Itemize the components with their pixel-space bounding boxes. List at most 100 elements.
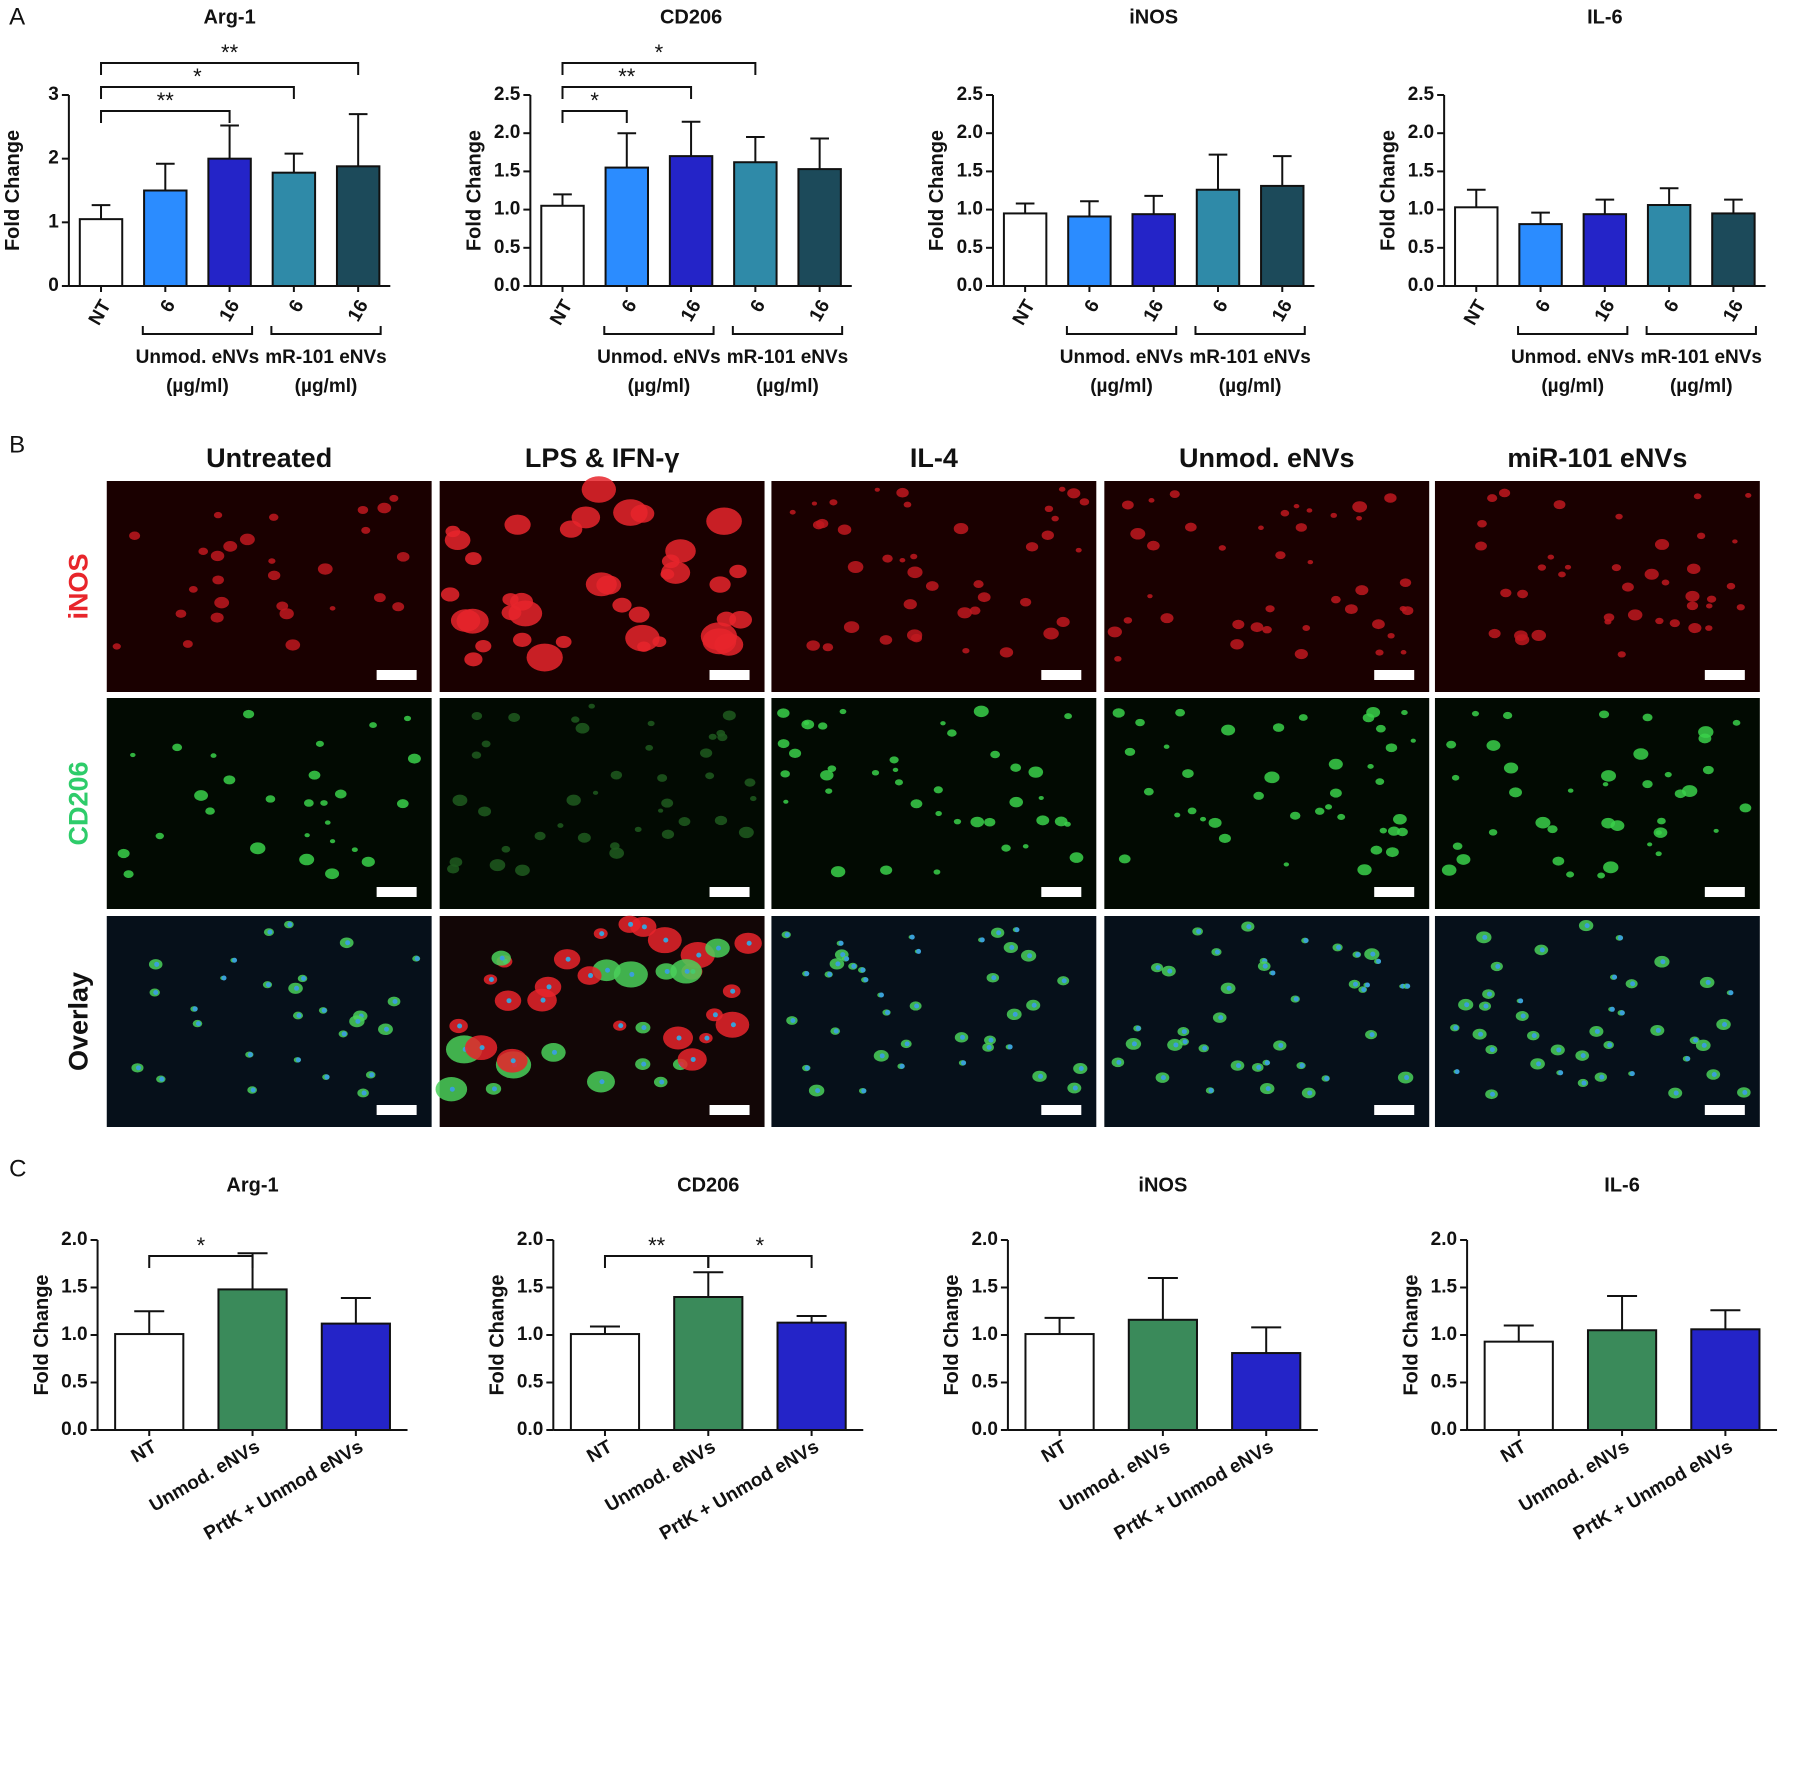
bar <box>1195 188 1241 287</box>
x-tick-label: NT <box>1009 296 1040 329</box>
nucleus <box>341 1031 347 1037</box>
chart-title: IL-6 <box>1604 1174 1640 1196</box>
nucleus <box>641 1061 647 1067</box>
micrograph-background <box>771 916 1097 1127</box>
cell <box>843 621 860 634</box>
cell <box>803 720 810 726</box>
cell <box>534 831 546 841</box>
nucleus <box>840 952 846 958</box>
group-bracket <box>1065 326 1178 335</box>
group-label: mR-101 eNVs <box>1641 347 1762 368</box>
cell <box>977 592 991 603</box>
cell <box>557 823 564 828</box>
cell <box>1693 493 1702 500</box>
bar <box>1690 1328 1761 1432</box>
y-tick-label: 1.5 <box>61 1277 88 1298</box>
cell <box>329 839 336 844</box>
significance-bracket <box>100 110 231 123</box>
nucleus <box>369 1072 375 1078</box>
y-tick-label: 1.0 <box>971 1324 997 1345</box>
group-unit: (µg/ml) <box>1541 376 1604 397</box>
micrograph <box>1434 698 1760 909</box>
nucleus <box>1324 1075 1330 1081</box>
nucleus <box>1303 938 1309 944</box>
x-tick-label: 6 <box>285 297 308 317</box>
cell <box>1615 513 1623 520</box>
cell <box>407 753 421 764</box>
cell <box>1041 530 1054 541</box>
y-tick-label: 3 <box>48 84 59 105</box>
row-label: Overlay <box>63 972 93 1071</box>
nucleus <box>267 929 273 935</box>
nucleus <box>1264 1060 1270 1066</box>
y-tick-label: 1.0 <box>1408 199 1434 220</box>
cell <box>315 740 324 747</box>
nucleus <box>287 922 293 928</box>
cell <box>210 753 217 758</box>
cell <box>1175 708 1186 717</box>
nucleus <box>618 1023 624 1029</box>
nucleus <box>506 998 512 1004</box>
cell <box>1664 771 1672 778</box>
cell <box>1294 648 1308 660</box>
row-label: CD206 <box>63 761 93 845</box>
cell <box>1653 827 1668 838</box>
cell <box>1387 632 1395 639</box>
significance-label: * <box>590 88 599 113</box>
nucleus <box>663 937 669 943</box>
cell <box>396 799 409 809</box>
y-tick-label: 1.5 <box>1431 1277 1458 1298</box>
micrograph <box>106 916 432 1127</box>
scale-bar <box>709 887 750 897</box>
nucleus <box>1655 1027 1661 1033</box>
y-tick-label: 0.0 <box>61 1419 87 1440</box>
micrograph-background <box>1104 698 1430 909</box>
column-header: IL-4 <box>910 443 958 473</box>
nucleus <box>790 1017 796 1023</box>
cell <box>1043 627 1059 640</box>
y-tick-label: 0.5 <box>957 237 984 258</box>
scale-bar <box>709 670 750 680</box>
cell <box>1355 585 1369 596</box>
micrograph <box>106 698 432 909</box>
group-bracket <box>603 326 715 335</box>
cell <box>1537 564 1547 571</box>
y-tick-label: 2.0 <box>61 1229 87 1250</box>
cell <box>806 640 820 651</box>
nucleus <box>1609 1006 1615 1012</box>
cell <box>889 756 899 764</box>
cell <box>1552 856 1565 866</box>
nucleus <box>153 989 159 995</box>
nucleus <box>1518 998 1524 1004</box>
scale-bar <box>1041 1105 1082 1115</box>
nucleus <box>1722 1021 1728 1027</box>
nucleus <box>1490 1091 1496 1097</box>
cell <box>894 779 903 786</box>
cell <box>729 611 753 629</box>
nucleus <box>1558 1070 1564 1076</box>
nucleus <box>1742 1089 1748 1095</box>
cell <box>661 829 675 840</box>
cell <box>839 708 847 715</box>
scale-bar <box>376 1105 417 1115</box>
nucleus <box>1483 1003 1489 1009</box>
cell <box>1441 864 1457 876</box>
cell <box>1147 594 1153 599</box>
significance-bracket <box>100 86 295 99</box>
x-tick-label: 6 <box>1081 297 1104 317</box>
cell <box>1702 765 1714 775</box>
bar <box>1002 212 1048 287</box>
cell <box>1732 719 1741 726</box>
cell <box>1399 578 1412 588</box>
nucleus <box>540 997 546 1003</box>
y-tick-label: 1.0 <box>494 199 520 220</box>
chart-title: iNOS <box>1138 1174 1187 1196</box>
y-tick-label: 1.5 <box>971 1277 998 1298</box>
cell <box>571 506 601 529</box>
nucleus <box>1685 1056 1691 1062</box>
nucleus <box>1208 1087 1214 1093</box>
scale-bar <box>1041 670 1082 680</box>
nucleus <box>296 1013 302 1019</box>
y-tick-label: 1.0 <box>517 1324 543 1345</box>
cell <box>592 790 599 795</box>
